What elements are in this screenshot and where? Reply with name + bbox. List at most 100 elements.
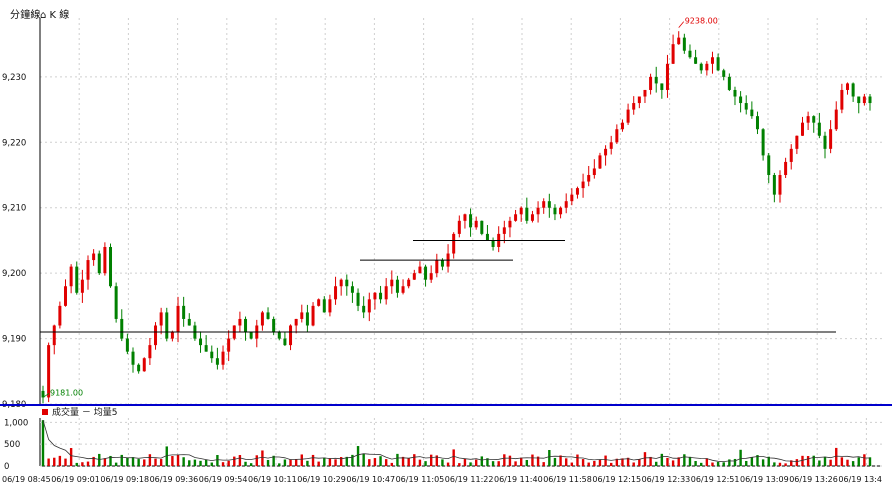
volume-bar — [688, 456, 692, 466]
candle-body — [210, 351, 214, 359]
candle-body — [654, 76, 658, 84]
candle-body — [311, 305, 315, 326]
candle-body — [739, 96, 743, 104]
volume-bar — [604, 455, 607, 466]
candle-body — [52, 325, 56, 346]
x-tick-label: 06/19 12:15 — [592, 475, 641, 484]
candle-body — [435, 260, 439, 274]
volume-bar — [480, 456, 484, 466]
volume-bar — [857, 457, 860, 466]
x-tick-label: 06/19 11:58 — [543, 475, 592, 484]
volume-bar — [655, 461, 658, 466]
candle-body — [570, 194, 574, 202]
volume-bar — [835, 447, 838, 466]
volume-bar — [64, 458, 67, 466]
volume-bar — [666, 457, 669, 466]
volume-bar — [761, 459, 765, 466]
volume-legend: 成交量 － 均量5 — [42, 405, 117, 418]
volume-bar — [559, 455, 562, 466]
volume-bar — [120, 454, 123, 466]
volume-bar — [368, 459, 371, 466]
volume-bar — [278, 463, 281, 466]
volume-bar — [829, 459, 832, 466]
candle-body — [418, 266, 422, 274]
volume-bar — [283, 459, 287, 466]
title-text: 分鐘線 — [10, 10, 41, 21]
volume-bar — [204, 459, 208, 466]
volume-bar — [491, 461, 495, 466]
candle-body — [665, 63, 669, 90]
candle-body — [227, 338, 231, 352]
x-tick-label: 06/19 09:01 — [51, 475, 100, 484]
volume-bar — [536, 456, 540, 466]
candle-body — [784, 161, 788, 176]
candle-body — [69, 266, 73, 287]
volume-tick-label: 500 — [4, 440, 20, 450]
volume-bar — [131, 457, 135, 466]
candle-body — [463, 214, 467, 221]
chart-title: 分鐘線 — [10, 6, 41, 21]
candle-body — [677, 37, 681, 45]
volume-bar — [525, 459, 529, 466]
volume-bar — [851, 461, 855, 466]
x-tick-label: 06/19 13:4 — [838, 475, 882, 484]
candle-body — [289, 325, 293, 346]
candle-body — [598, 155, 602, 169]
volume-bar — [261, 450, 264, 466]
volume-bar — [778, 462, 782, 466]
candle-body — [356, 292, 360, 306]
candle-body — [710, 57, 714, 64]
volume-bar — [69, 448, 73, 466]
x-tick-label: 06/19 10:29 — [297, 475, 346, 484]
candle-body — [170, 332, 174, 339]
x-tick-label: 06/19 09:54 — [199, 475, 248, 484]
candle-body — [137, 364, 141, 372]
candle-body — [47, 345, 51, 398]
volume-bar — [750, 457, 754, 466]
volume-bar — [626, 457, 630, 466]
volume-bar — [784, 463, 787, 466]
volume-bar — [469, 462, 472, 466]
x-tick-label: 06/19 11:22 — [445, 475, 494, 484]
candle-body — [620, 122, 624, 130]
volume-bar — [126, 457, 129, 466]
volume-bar — [458, 463, 461, 466]
volume-bar — [328, 458, 332, 466]
volume-bar — [323, 457, 326, 466]
candle-body — [727, 76, 731, 90]
x-tick-label: 06/19 13:26 — [789, 475, 838, 484]
volume-bar — [638, 458, 641, 466]
candle-body — [249, 332, 253, 339]
volume-bar — [806, 456, 810, 466]
candle-body — [845, 83, 849, 90]
volume-bar — [615, 458, 619, 466]
candle-body — [244, 318, 248, 333]
volume-bar — [429, 454, 433, 466]
candle-body — [581, 181, 585, 189]
volume-bar — [98, 453, 101, 466]
volume-bar — [503, 454, 506, 466]
candle-body — [806, 116, 810, 123]
candle-body — [80, 279, 84, 293]
candle-body — [767, 155, 771, 176]
volume-bar — [188, 460, 191, 466]
x-tick-label: 06/19 10:47 — [346, 475, 395, 484]
x-tick-label: 06/19 12:33 — [642, 475, 691, 484]
candle-body — [390, 279, 394, 287]
volume-bar — [227, 460, 230, 466]
volume-bar — [165, 446, 168, 466]
volume-bar — [733, 458, 737, 466]
x-tick-label: 06/19 12:51 — [691, 475, 740, 484]
volume-bar — [193, 459, 197, 466]
candle-body — [204, 345, 208, 352]
volume-bar — [182, 457, 185, 466]
candle-body — [92, 253, 96, 261]
volume-bar — [801, 455, 804, 466]
candle-body — [688, 50, 692, 58]
candle-body — [485, 233, 489, 241]
volume-bar — [570, 462, 574, 466]
volume-bar — [379, 456, 382, 466]
candle-body — [716, 57, 720, 71]
candle-body — [862, 96, 866, 104]
